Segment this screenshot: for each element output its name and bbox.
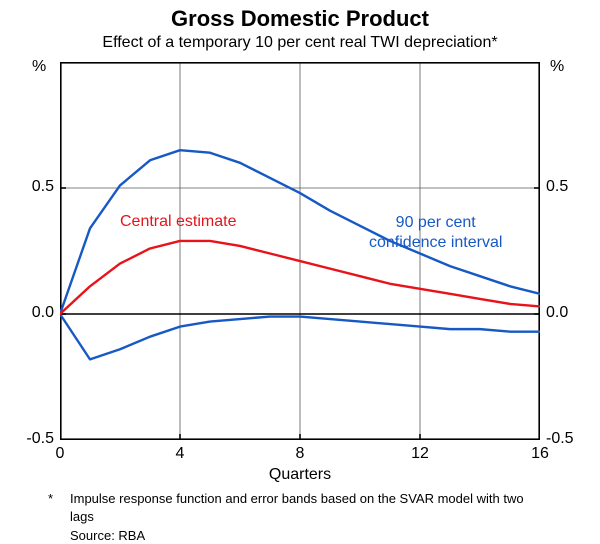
y-axis-unit-right: % (550, 58, 564, 76)
annotation-central-estimate: Central estimate (120, 212, 237, 232)
x-axis-label: Quarters (60, 466, 540, 484)
source-label: Source: RBA (70, 528, 145, 543)
chart-title: Gross Domestic Product (0, 6, 600, 32)
annotation-ci-line2: confidence interval (369, 233, 502, 253)
x-tick-label: 0 (56, 446, 65, 462)
chart-subtitle: Effect of a temporary 10 per cent real T… (0, 34, 600, 52)
annotation-ci-line1: 90 per cent (369, 213, 502, 233)
y-tick-label-left: 0.5 (10, 179, 54, 195)
y-tick-label-left: -0.5 (10, 431, 54, 447)
y-tick-label-right: 0.5 (546, 179, 568, 195)
y-axis-unit-left: % (32, 58, 46, 76)
footnote: *Impulse response function and error ban… (48, 490, 550, 525)
x-tick-label: 16 (531, 446, 549, 462)
footnote-text: Impulse response function and error band… (70, 490, 550, 525)
y-tick-label-left: 0.0 (10, 305, 54, 321)
annotation-confidence-interval: 90 per cent confidence interval (369, 213, 502, 253)
footnote-marker: * (48, 490, 70, 508)
y-tick-label-right: -0.5 (546, 431, 574, 447)
x-tick-label: 4 (176, 446, 185, 462)
x-tick-label: 12 (411, 446, 429, 462)
x-tick-label: 8 (296, 446, 305, 462)
figure-container: Gross Domestic Product Effect of a tempo… (0, 0, 600, 544)
y-tick-label-right: 0.0 (546, 305, 568, 321)
